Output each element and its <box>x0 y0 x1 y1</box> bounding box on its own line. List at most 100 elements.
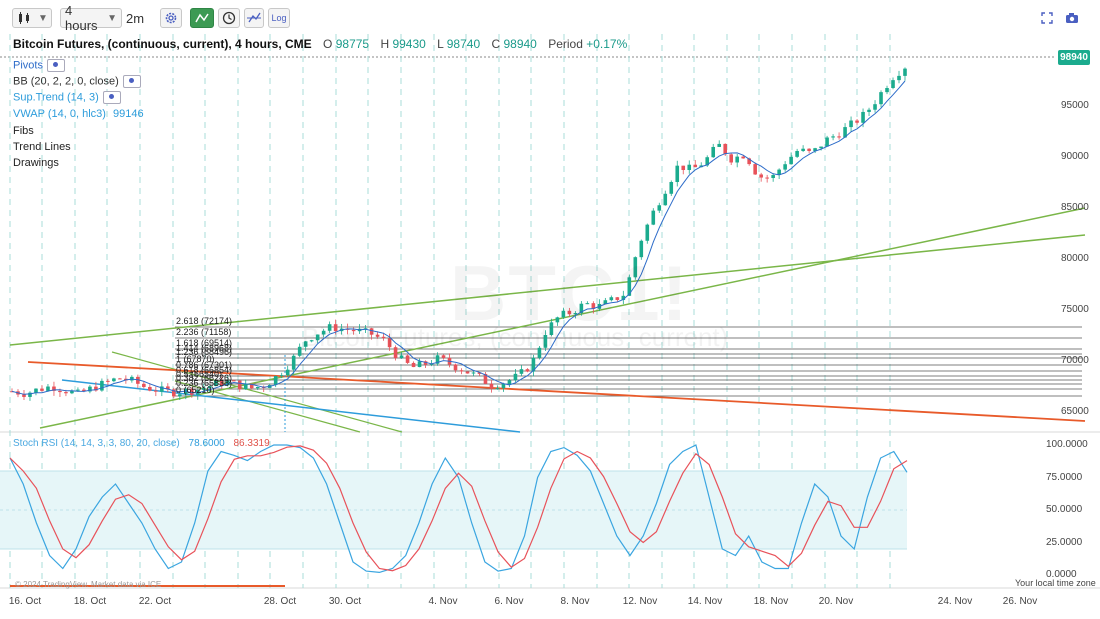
candle-body <box>22 394 26 397</box>
replay-button[interactable] <box>218 8 240 28</box>
legend-fibs[interactable]: Fibs <box>13 125 34 137</box>
ohlc-open: O 98775 <box>323 37 370 51</box>
candle-body <box>753 164 757 175</box>
candle-body <box>471 372 476 374</box>
candle-body <box>675 165 680 183</box>
legend-suptrend[interactable]: Sup.Trend (14, 3) <box>13 91 121 104</box>
eye-icon[interactable] <box>102 91 121 104</box>
candle-body <box>765 177 769 179</box>
legend-bb[interactable]: BB (20, 2, 2, 0, close) <box>13 75 141 88</box>
candle-body <box>435 355 440 364</box>
eye-icon[interactable] <box>122 75 141 88</box>
stoch-tick: 25.0000 <box>1046 536 1083 548</box>
gear-icon <box>165 12 177 24</box>
legend-trendlines[interactable]: Trend Lines <box>13 141 71 153</box>
compare-button[interactable] <box>244 8 264 28</box>
candle-body <box>561 310 566 318</box>
price-tick: 95000 <box>1061 100 1089 112</box>
candle-body <box>255 386 260 389</box>
candle-body <box>46 386 50 391</box>
toolbar: ▼ 4 hours ▼ 2m Log <box>0 0 1100 34</box>
bb-middle-line <box>11 80 906 395</box>
candle-body <box>741 156 745 159</box>
candle-body <box>729 154 733 163</box>
candle-body <box>106 380 110 382</box>
candle-body <box>279 375 284 377</box>
candle-body <box>273 376 278 386</box>
legend-vwap[interactable]: VWAP (14, 0, hlc3) 99146 <box>13 108 144 120</box>
candle-body <box>423 361 428 365</box>
stoch-k-value: 78.6000 <box>188 438 225 449</box>
candle-body <box>64 392 68 394</box>
candle-body <box>639 240 644 258</box>
candle-body <box>172 389 176 397</box>
fib-label: 1.414 (68968) <box>176 343 233 353</box>
candle-body <box>519 369 524 374</box>
candle-body <box>633 257 638 278</box>
time-tick: 16. Oct <box>8 596 42 607</box>
candle-body <box>723 143 728 155</box>
log-scale-button[interactable]: Log <box>268 8 290 28</box>
chart-type-button[interactable]: ▼ <box>12 8 52 28</box>
candle-body <box>154 390 158 392</box>
candle-body <box>567 310 572 315</box>
candle-body <box>867 109 871 112</box>
snapshot-button[interactable] <box>1063 8 1081 28</box>
candle-body <box>783 164 787 170</box>
time-tick: 4. Nov <box>428 596 458 607</box>
compare-icon <box>247 12 261 23</box>
candle-body <box>76 389 80 391</box>
candle-body <box>837 136 841 138</box>
candle-body <box>441 355 446 358</box>
candle-body <box>747 158 751 165</box>
fullscreen-icon <box>1041 12 1053 24</box>
candle-body <box>142 383 146 387</box>
fib-label: 0.5 (66540) <box>176 369 223 379</box>
stoch-tick: 0.0000 <box>1046 569 1077 580</box>
candle-body <box>363 328 368 330</box>
legend-drawings[interactable]: Drawings <box>13 157 59 169</box>
time-tick: 8. Nov <box>560 596 590 607</box>
clock-icon <box>222 11 236 25</box>
time-tick: 18. Nov <box>753 596 789 607</box>
candle-body <box>897 75 901 81</box>
candle-body <box>303 341 308 347</box>
fullscreen-button[interactable] <box>1038 8 1056 28</box>
price-tick: 85000 <box>1061 201 1089 213</box>
ohlc-close: C 98940 <box>491 37 537 51</box>
candle-body <box>807 148 811 152</box>
candle-body <box>771 175 775 179</box>
candle-body <box>603 300 608 304</box>
eye-icon[interactable] <box>46 59 65 72</box>
legend-pivots[interactable]: Pivots <box>13 59 65 72</box>
ohlc-high: H 99430 <box>380 37 426 51</box>
candle-body <box>681 165 686 171</box>
fib-label: 2.236 (71158) <box>176 327 232 337</box>
candle-body <box>417 361 422 368</box>
time-tick: 24. Nov <box>937 596 973 607</box>
candle-body <box>195 389 200 395</box>
candle-body <box>88 386 92 392</box>
price-tick: 70000 <box>1061 354 1089 366</box>
description-watermark: Bitcoin Futures, (continuous, current) <box>302 322 729 352</box>
refresh-interval[interactable]: 2m <box>125 8 145 28</box>
candle-body <box>489 383 494 389</box>
candle-body <box>100 380 104 391</box>
time-tick: 22. Oct <box>138 596 172 607</box>
candle-body <box>891 80 895 89</box>
candle-body <box>537 347 542 358</box>
interval-select[interactable]: 4 hours ▼ <box>60 3 122 33</box>
candle-body <box>555 317 560 323</box>
candle-body <box>831 136 835 138</box>
settings-button[interactable] <box>160 8 182 28</box>
timezone-note: Your local time zone <box>1015 578 1096 588</box>
candle-body <box>285 369 290 376</box>
candle-body <box>381 336 386 339</box>
stoch-tick: 50.0000 <box>1046 504 1083 515</box>
candle-body <box>585 303 590 305</box>
interval-value: 4 hours <box>65 3 98 33</box>
stoch-rsi-legend[interactable]: Stoch RSI (14, 14, 3, 3, 80, 20, close) … <box>13 438 270 449</box>
indicator-button[interactable] <box>190 8 214 28</box>
chart-header: Bitcoin Futures, (continuous, current), … <box>13 37 627 51</box>
